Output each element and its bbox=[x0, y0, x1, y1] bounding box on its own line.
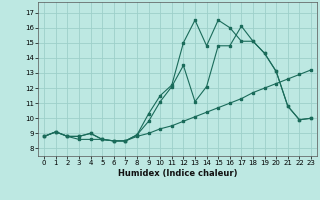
X-axis label: Humidex (Indice chaleur): Humidex (Indice chaleur) bbox=[118, 169, 237, 178]
